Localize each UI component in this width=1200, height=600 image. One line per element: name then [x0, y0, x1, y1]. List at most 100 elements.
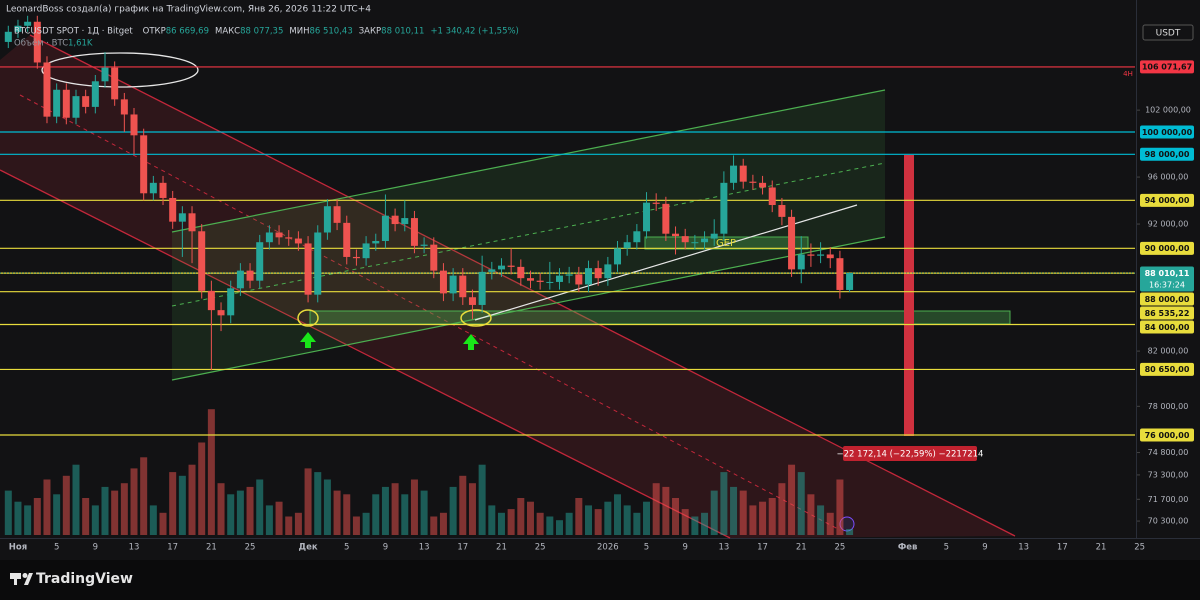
- volume-bar: [468, 483, 476, 535]
- candle-body: [594, 268, 602, 279]
- channel-line: [171, 89, 886, 233]
- candle-body: [662, 203, 670, 234]
- volume-bar: [72, 464, 80, 535]
- candle-body: [275, 232, 283, 238]
- volume-bar: [82, 498, 90, 535]
- volume-bar: [623, 505, 631, 535]
- volume-bar: [701, 512, 709, 535]
- volume-bar: [430, 516, 438, 535]
- volume-bar: [459, 475, 467, 535]
- axes: Ноя 5 9 13 17 21 25 Дек 5 9 13 17 21 25 2026 5 9 13 17 21 25…: [9, 60, 1194, 553]
- candle-body: [217, 310, 225, 316]
- logo-mark: [22, 573, 28, 578]
- volume-bar: [817, 505, 825, 535]
- x-tick-label: 5: [944, 543, 949, 553]
- volume-bar: [633, 512, 641, 535]
- volume-bar: [749, 505, 757, 535]
- candle-body: [207, 290, 215, 311]
- candle-body: [604, 264, 612, 279]
- candle-body: [323, 206, 331, 233]
- candle-body: [33, 21, 41, 63]
- price-label-box: [1140, 320, 1194, 334]
- x-tick-label: 5: [344, 543, 349, 553]
- x-tick-label: Фев: [898, 543, 918, 553]
- price-label-box: [1140, 362, 1194, 376]
- highlight-ellipse: [297, 309, 319, 327]
- x-tick-label: 21: [206, 543, 217, 553]
- price-label-box: [1140, 147, 1194, 161]
- volume-bar: [768, 498, 776, 535]
- x-tick-label: 9: [383, 543, 388, 553]
- volume-bar: [410, 479, 418, 535]
- volume-bar: [43, 479, 51, 535]
- up-arrow: [300, 332, 316, 348]
- price-label-box: [1140, 60, 1194, 74]
- volume-bar: [478, 464, 486, 535]
- price-label: 76 000,00: [1145, 431, 1190, 440]
- volume-bar: [140, 457, 148, 535]
- candle-body: [478, 271, 486, 305]
- x-tick-label: 2026: [597, 543, 619, 553]
- candle-body: [517, 266, 525, 279]
- price-label-box: [1140, 292, 1194, 306]
- candle-body: [401, 218, 409, 225]
- price-label: 86 535,22: [1145, 309, 1190, 318]
- y-tick-label: 92 000,00: [1148, 220, 1189, 229]
- candle-body: [585, 268, 592, 285]
- currency-box: [1142, 24, 1194, 41]
- candle-body: [285, 237, 293, 239]
- candle-body: [788, 216, 796, 270]
- candle-body: [14, 25, 22, 32]
- price-label: 88 000,00: [1145, 295, 1190, 304]
- attribution: LeonardBoss создал(а) график на TradingV…: [6, 5, 371, 15]
- x-tick-label: 17: [1057, 543, 1068, 553]
- y-tick-label: 82 000,00: [1148, 347, 1189, 356]
- volume-bar: [101, 486, 109, 535]
- candle-body: [304, 243, 312, 295]
- volume-bar: [362, 512, 370, 535]
- candle-body: [672, 233, 680, 237]
- x-tick-label: 5: [644, 543, 649, 553]
- volume-bar: [439, 512, 447, 535]
- ohlc-value: 88 077,35: [240, 27, 283, 37]
- candle-body: [710, 233, 718, 239]
- x-tick-label: 17: [757, 543, 768, 553]
- candle-body: [91, 81, 99, 107]
- channel-line: [0, 169, 731, 539]
- x-tick-label: 17: [457, 543, 468, 553]
- volume-bar: [652, 483, 660, 535]
- volume-bar: [53, 494, 61, 535]
- volume-bar: [294, 512, 302, 535]
- candle-body: [643, 202, 651, 232]
- volume-bar: [159, 512, 167, 535]
- candle-body: [391, 215, 399, 225]
- candle-body: [82, 96, 90, 107]
- candle-body: [778, 205, 786, 217]
- volume-bar: [265, 505, 273, 535]
- x-tick-label: 9: [93, 543, 98, 553]
- volume-bar: [91, 505, 99, 535]
- candle-body: [149, 182, 157, 194]
- price-label: 106 071,67: [1142, 63, 1192, 72]
- candle-body: [633, 231, 641, 243]
- candle-body: [749, 181, 757, 183]
- ohlc-label: МАКС: [215, 27, 240, 37]
- logo-mark: [14, 573, 17, 585]
- volume-bar: [256, 479, 264, 535]
- price-label-box: [1140, 266, 1194, 292]
- volume-bar: [826, 512, 834, 535]
- candle-body: [459, 275, 467, 298]
- volume-bar: [333, 490, 341, 535]
- volume-bar: [323, 479, 331, 535]
- volume-bar: [836, 479, 844, 535]
- volume-bar: [797, 472, 805, 535]
- price-label-box: [1140, 306, 1194, 320]
- volume-bar: [352, 516, 360, 535]
- volume-value: 1,61K: [68, 39, 93, 49]
- candle-body: [111, 67, 119, 100]
- price-label: 100 000,00: [1142, 128, 1193, 137]
- x-tick-label: 25: [535, 543, 546, 553]
- ohlc-label: ОТКР: [143, 27, 166, 37]
- gap-label: GEP: [716, 238, 736, 249]
- x-tick-label: 21: [496, 543, 507, 553]
